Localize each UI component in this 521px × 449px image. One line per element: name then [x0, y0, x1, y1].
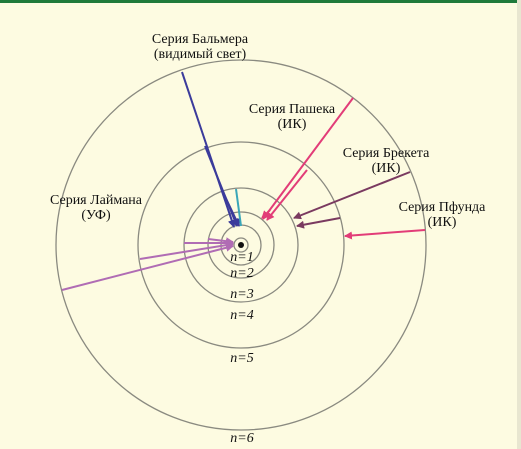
orbit: [183, 187, 299, 303]
orbit: [207, 211, 275, 279]
series-band: (ИК): [428, 215, 457, 230]
series-band: (ИК): [278, 117, 307, 132]
orbit: [137, 141, 345, 349]
lyman-arrows: [61, 237, 234, 291]
brackett-arrows: [293, 171, 411, 229]
series-labels: Серия Бальмера (видимый свет) Серия Паше…: [50, 32, 486, 230]
level-label: n=1: [230, 250, 253, 265]
balmer-arrows: [181, 71, 240, 228]
orbit: [55, 59, 427, 431]
balmer-alpha: [235, 188, 242, 227]
nucleus: [238, 242, 244, 248]
top-border: [0, 0, 521, 3]
orbit: [233, 237, 249, 253]
series-name: Серия Брекета: [343, 146, 430, 161]
level-label: n=2: [230, 266, 253, 281]
series-band: (видимый свет): [154, 47, 247, 62]
paschen-arrows: [261, 97, 354, 221]
series-name: Серия Бальмера: [152, 32, 249, 47]
right-edge: [517, 0, 521, 449]
level-label: n=4: [230, 308, 253, 323]
level-label: n=3: [230, 287, 253, 302]
series-name: Серия Лаймана: [50, 193, 143, 208]
pfund-arrow: [344, 229, 426, 240]
series-name: Серия Пашека: [249, 102, 336, 117]
series-band: (ИК): [372, 161, 401, 176]
series-name: Серия Пфунда: [399, 200, 487, 215]
orbits: [55, 59, 427, 431]
level-label: n=6: [230, 431, 253, 446]
level-label: n=5: [230, 351, 253, 366]
level-labels: n=1 n=2 n=3 n=4 n=5 n=6: [230, 250, 253, 446]
series-band: (УФ): [81, 208, 111, 223]
